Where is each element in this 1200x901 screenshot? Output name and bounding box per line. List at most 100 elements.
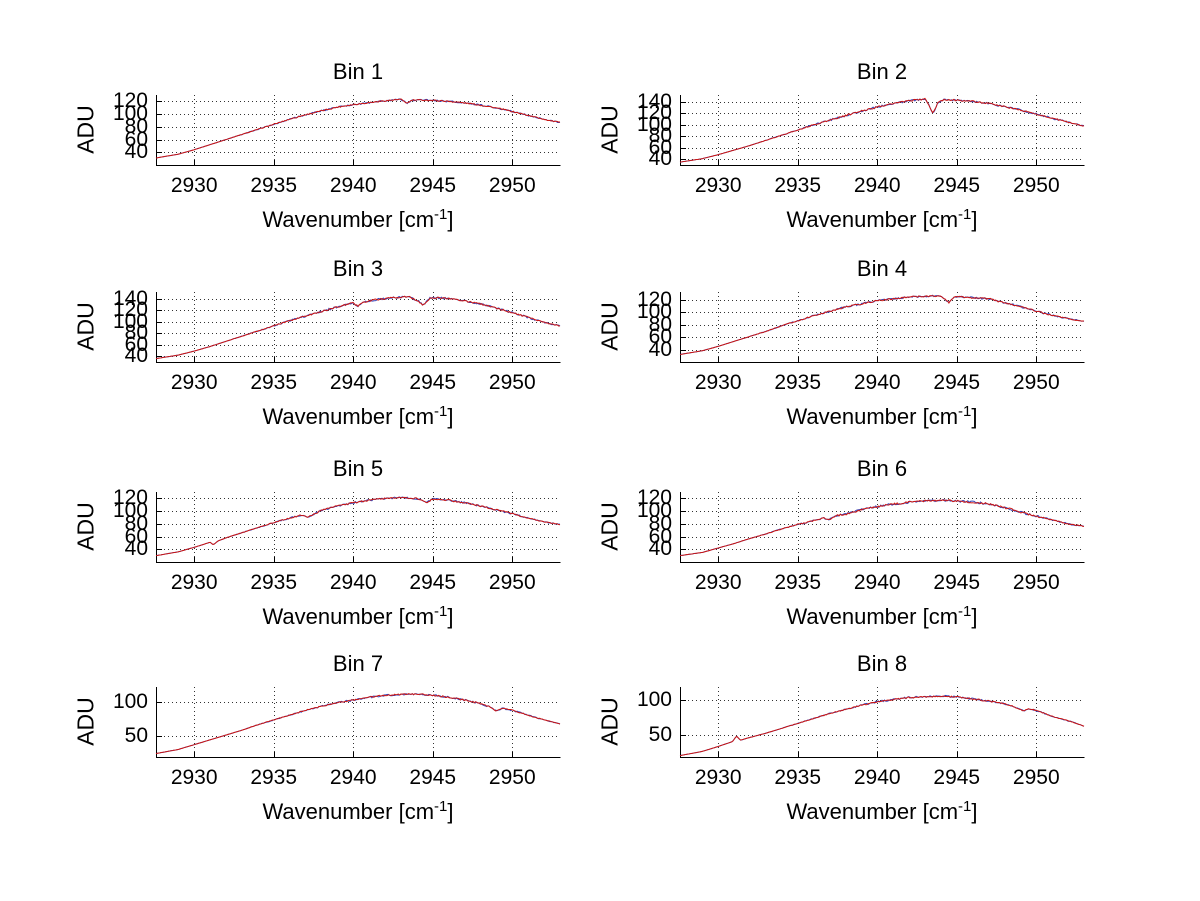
x-tick-label: 2950: [1012, 766, 1060, 789]
subplot-title: Bin 2: [856, 59, 908, 84]
x-axis-label-main: Wavenumber [cm: [262, 207, 435, 232]
x-tick-label: 2935: [774, 174, 822, 197]
x-axis-label-main: Wavenumber [cm: [262, 799, 435, 824]
x-tick-label: 2935: [250, 571, 298, 594]
x-tick-label: 2935: [774, 371, 822, 394]
spectrum-plot: [679, 95, 1085, 166]
y-axis-label: ADU: [72, 697, 99, 746]
x-tick-label: 2940: [853, 371, 901, 394]
y-tick-label: 80: [648, 511, 672, 535]
x-axis-label-main: Wavenumber [cm: [786, 604, 959, 629]
x-tick-label: 2945: [933, 174, 981, 197]
x-axis-label: Wavenumber [cm-1]: [156, 798, 560, 825]
x-axis-label-exponent: -1: [958, 403, 972, 420]
x-tick-label: 2935: [774, 766, 822, 789]
x-tick-label: 2950: [488, 766, 536, 789]
spectrum-plot: [679, 292, 1085, 363]
spectrum-plot: [155, 492, 561, 563]
subplot-title: Bin 8: [856, 651, 908, 676]
x-tick-label: 2935: [250, 174, 298, 197]
y-tick-label: 140: [636, 89, 672, 113]
y-tick-label: 80: [124, 511, 148, 535]
x-axis-label-close: ]: [971, 404, 978, 429]
fit-series-line: [679, 97, 1085, 163]
x-tick-label: 2930: [694, 571, 742, 594]
x-axis-label-close: ]: [447, 404, 454, 429]
x-tick-label: 2930: [170, 371, 218, 394]
x-tick-label: 2940: [329, 571, 377, 594]
y-tick-label: 100: [636, 300, 672, 323]
x-tick-label: 2940: [853, 571, 901, 594]
y-tick-label: 40: [124, 344, 148, 368]
x-axis-label-main: Wavenumber [cm: [262, 604, 435, 629]
x-axis-label-exponent: -1: [958, 603, 972, 620]
y-tick-label: 80: [124, 321, 148, 345]
x-axis-label-main: Wavenumber [cm: [786, 207, 959, 232]
x-axis-label-main: Wavenumber [cm: [786, 404, 959, 429]
subplot-title: Bin 3: [332, 256, 384, 281]
subplot-title: Bin 5: [332, 456, 384, 481]
x-axis-label-main: Wavenumber [cm: [786, 799, 959, 824]
x-tick-label: 2930: [694, 174, 742, 197]
x-tick-label: 2945: [409, 174, 457, 197]
y-tick-label: 40: [648, 537, 672, 561]
fit-series-line: [155, 496, 561, 557]
x-tick-label: 2930: [694, 766, 742, 789]
y-tick-label: 80: [648, 312, 672, 336]
fit-series-line: [679, 295, 1085, 356]
x-tick-label: 2950: [1012, 174, 1060, 197]
data-series-line: [155, 496, 561, 557]
y-tick-label: 60: [648, 135, 672, 159]
x-axis-label-exponent: -1: [434, 206, 448, 223]
x-tick-label: 2950: [488, 371, 536, 394]
x-tick-label: 2950: [1012, 571, 1060, 594]
x-tick-label: 2945: [933, 766, 981, 789]
spectrum-plot: [155, 95, 561, 166]
x-axis-label-exponent: -1: [434, 798, 448, 815]
y-tick-label: 120: [112, 486, 148, 510]
x-axis-label-main: Wavenumber [cm: [262, 404, 435, 429]
subplot-title: Bin 7: [332, 651, 384, 676]
x-axis-label-exponent: -1: [958, 798, 972, 815]
y-tick-label: 100: [112, 309, 148, 333]
y-tick-label: 120: [636, 486, 672, 510]
fit-series-line: [679, 499, 1085, 557]
x-tick-label: 2945: [409, 371, 457, 394]
spectrum-plot: [155, 292, 561, 363]
x-axis-label-exponent: -1: [958, 206, 972, 223]
x-axis-label-close: ]: [447, 207, 454, 232]
subplot-title: Bin 1: [332, 59, 384, 84]
x-tick-label: 2940: [329, 371, 377, 394]
x-tick-label: 2935: [250, 766, 298, 789]
x-tick-label: 2930: [170, 174, 218, 197]
y-tick-label: 60: [124, 524, 148, 548]
y-tick-label: 40: [124, 537, 148, 561]
x-tick-label: 2930: [694, 371, 742, 394]
x-tick-label: 2930: [170, 766, 218, 789]
y-tick-label: 100: [112, 690, 148, 714]
x-tick-label: 2950: [488, 174, 536, 197]
x-axis-label-close: ]: [447, 799, 454, 824]
data-series-line: [679, 294, 1085, 355]
x-tick-label: 2945: [933, 371, 981, 394]
x-axis-label-close: ]: [971, 799, 978, 824]
data-series-line: [679, 499, 1085, 557]
fit-series-line: [679, 695, 1085, 757]
y-tick-label: 100: [112, 499, 148, 523]
x-axis-label-close: ]: [971, 604, 978, 629]
x-tick-label: 2950: [1012, 371, 1060, 394]
x-tick-label: 2940: [853, 766, 901, 789]
y-axis-label: ADU: [596, 697, 623, 746]
y-tick-label: 100: [636, 112, 672, 136]
y-tick-label: 80: [648, 124, 672, 148]
x-axis-label: Wavenumber [cm-1]: [156, 603, 560, 630]
data-series-line: [679, 694, 1085, 757]
x-tick-label: 2935: [250, 371, 298, 394]
spectrum-plot: [155, 687, 561, 758]
y-tick-label: 60: [124, 332, 148, 356]
y-tick-label: 120: [112, 89, 148, 113]
x-axis-label: Wavenumber [cm-1]: [156, 206, 560, 233]
subplot-title: Bin 4: [856, 256, 908, 281]
y-tick-label: 100: [112, 102, 148, 126]
y-tick-label: 40: [124, 140, 148, 164]
